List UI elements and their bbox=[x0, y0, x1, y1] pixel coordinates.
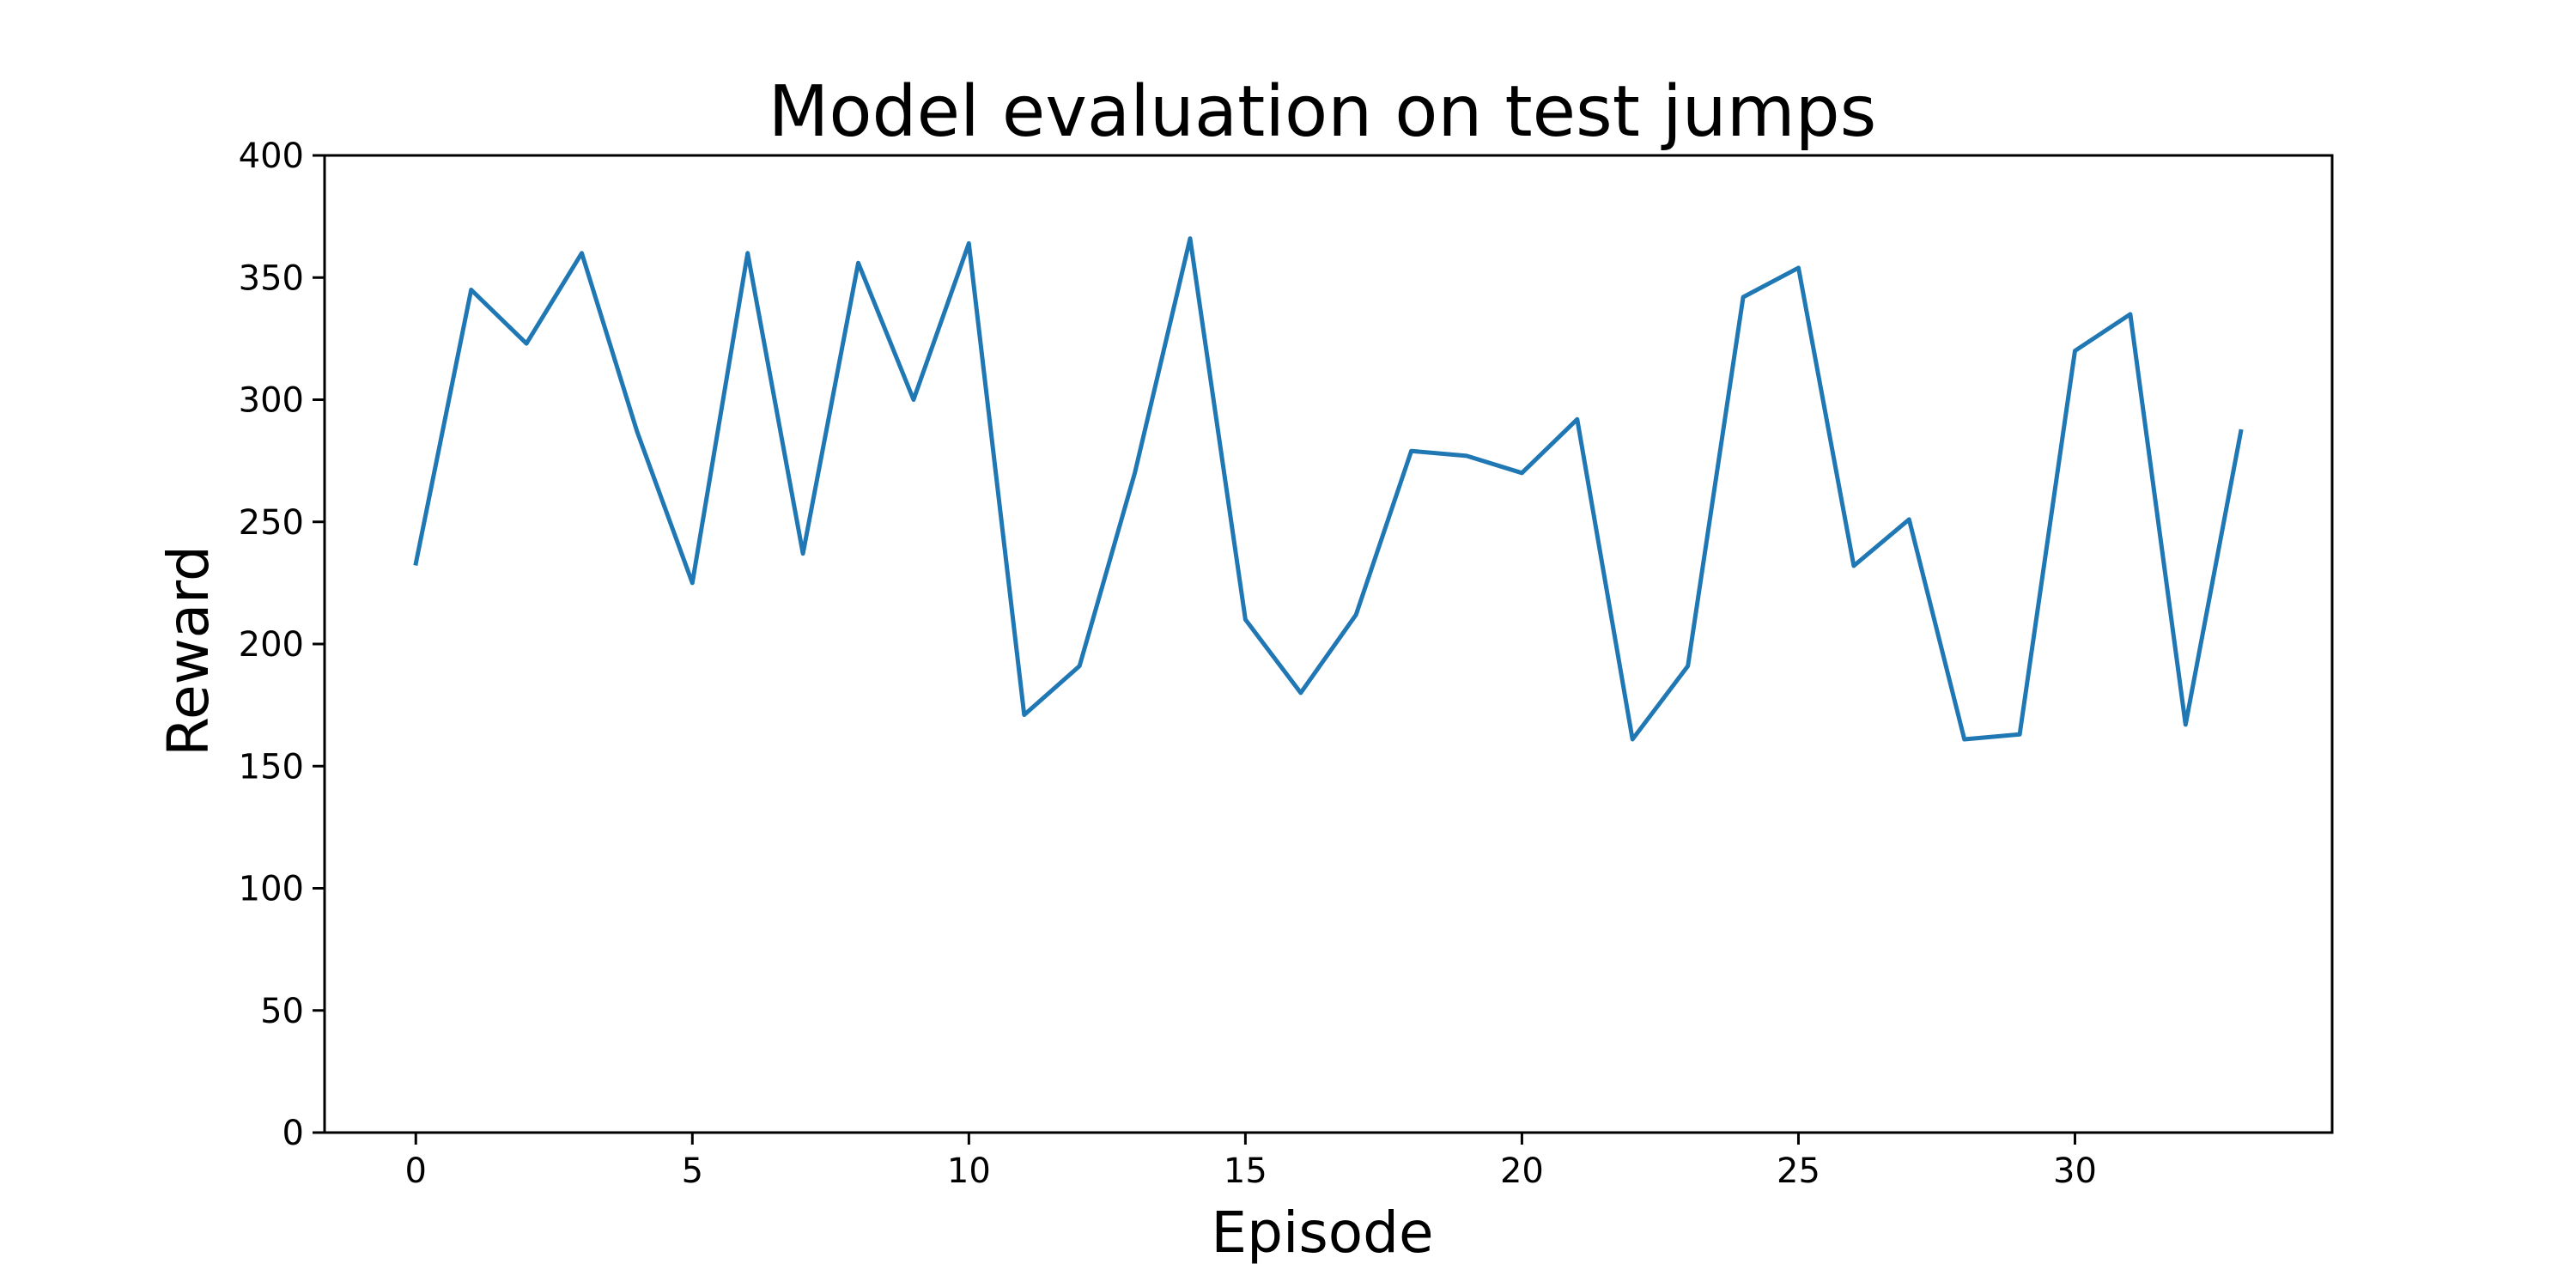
x-tick-label: 5 bbox=[682, 1151, 703, 1191]
y-tick-label: 0 bbox=[283, 1114, 304, 1153]
y-tick-label: 400 bbox=[239, 137, 304, 176]
plot-area bbox=[413, 236, 2244, 742]
y-tick-label: 300 bbox=[239, 381, 304, 421]
y-tick-label: 250 bbox=[239, 503, 304, 543]
x-axis-label: Episode bbox=[1211, 1200, 1433, 1266]
y-tick-label: 150 bbox=[239, 747, 304, 787]
x-tick-label: 20 bbox=[1500, 1151, 1544, 1191]
x-tick-label: 15 bbox=[1224, 1151, 1267, 1191]
x-tick-label: 25 bbox=[1777, 1151, 1820, 1191]
x-axis: 0 5 10 15 20 25 30 bbox=[405, 1133, 2097, 1191]
y-tick-label: 200 bbox=[239, 625, 304, 665]
y-axis-label: Reward bbox=[155, 545, 222, 756]
series-line-0 bbox=[413, 236, 2244, 742]
y-tick-label: 50 bbox=[260, 992, 304, 1031]
x-tick-label: 0 bbox=[405, 1151, 427, 1191]
x-tick-label: 30 bbox=[2053, 1151, 2097, 1191]
chart-title: Model evaluation on test jumps bbox=[769, 71, 1877, 153]
x-tick-label: 10 bbox=[947, 1151, 991, 1191]
y-tick-label: 100 bbox=[239, 870, 304, 909]
y-tick-label: 350 bbox=[239, 258, 304, 298]
y-axis: 0 50 100 150 200 250 300 350 400 bbox=[239, 137, 325, 1153]
